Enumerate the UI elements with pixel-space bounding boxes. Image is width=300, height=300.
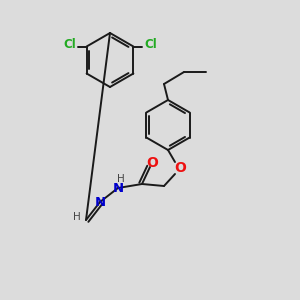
- Text: O: O: [174, 161, 186, 175]
- Text: N: N: [112, 182, 124, 194]
- Text: Cl: Cl: [144, 38, 157, 51]
- Text: Cl: Cl: [63, 38, 76, 51]
- Text: H: H: [117, 174, 125, 184]
- Text: N: N: [94, 196, 106, 208]
- Text: H: H: [73, 212, 81, 222]
- Text: O: O: [146, 156, 158, 170]
